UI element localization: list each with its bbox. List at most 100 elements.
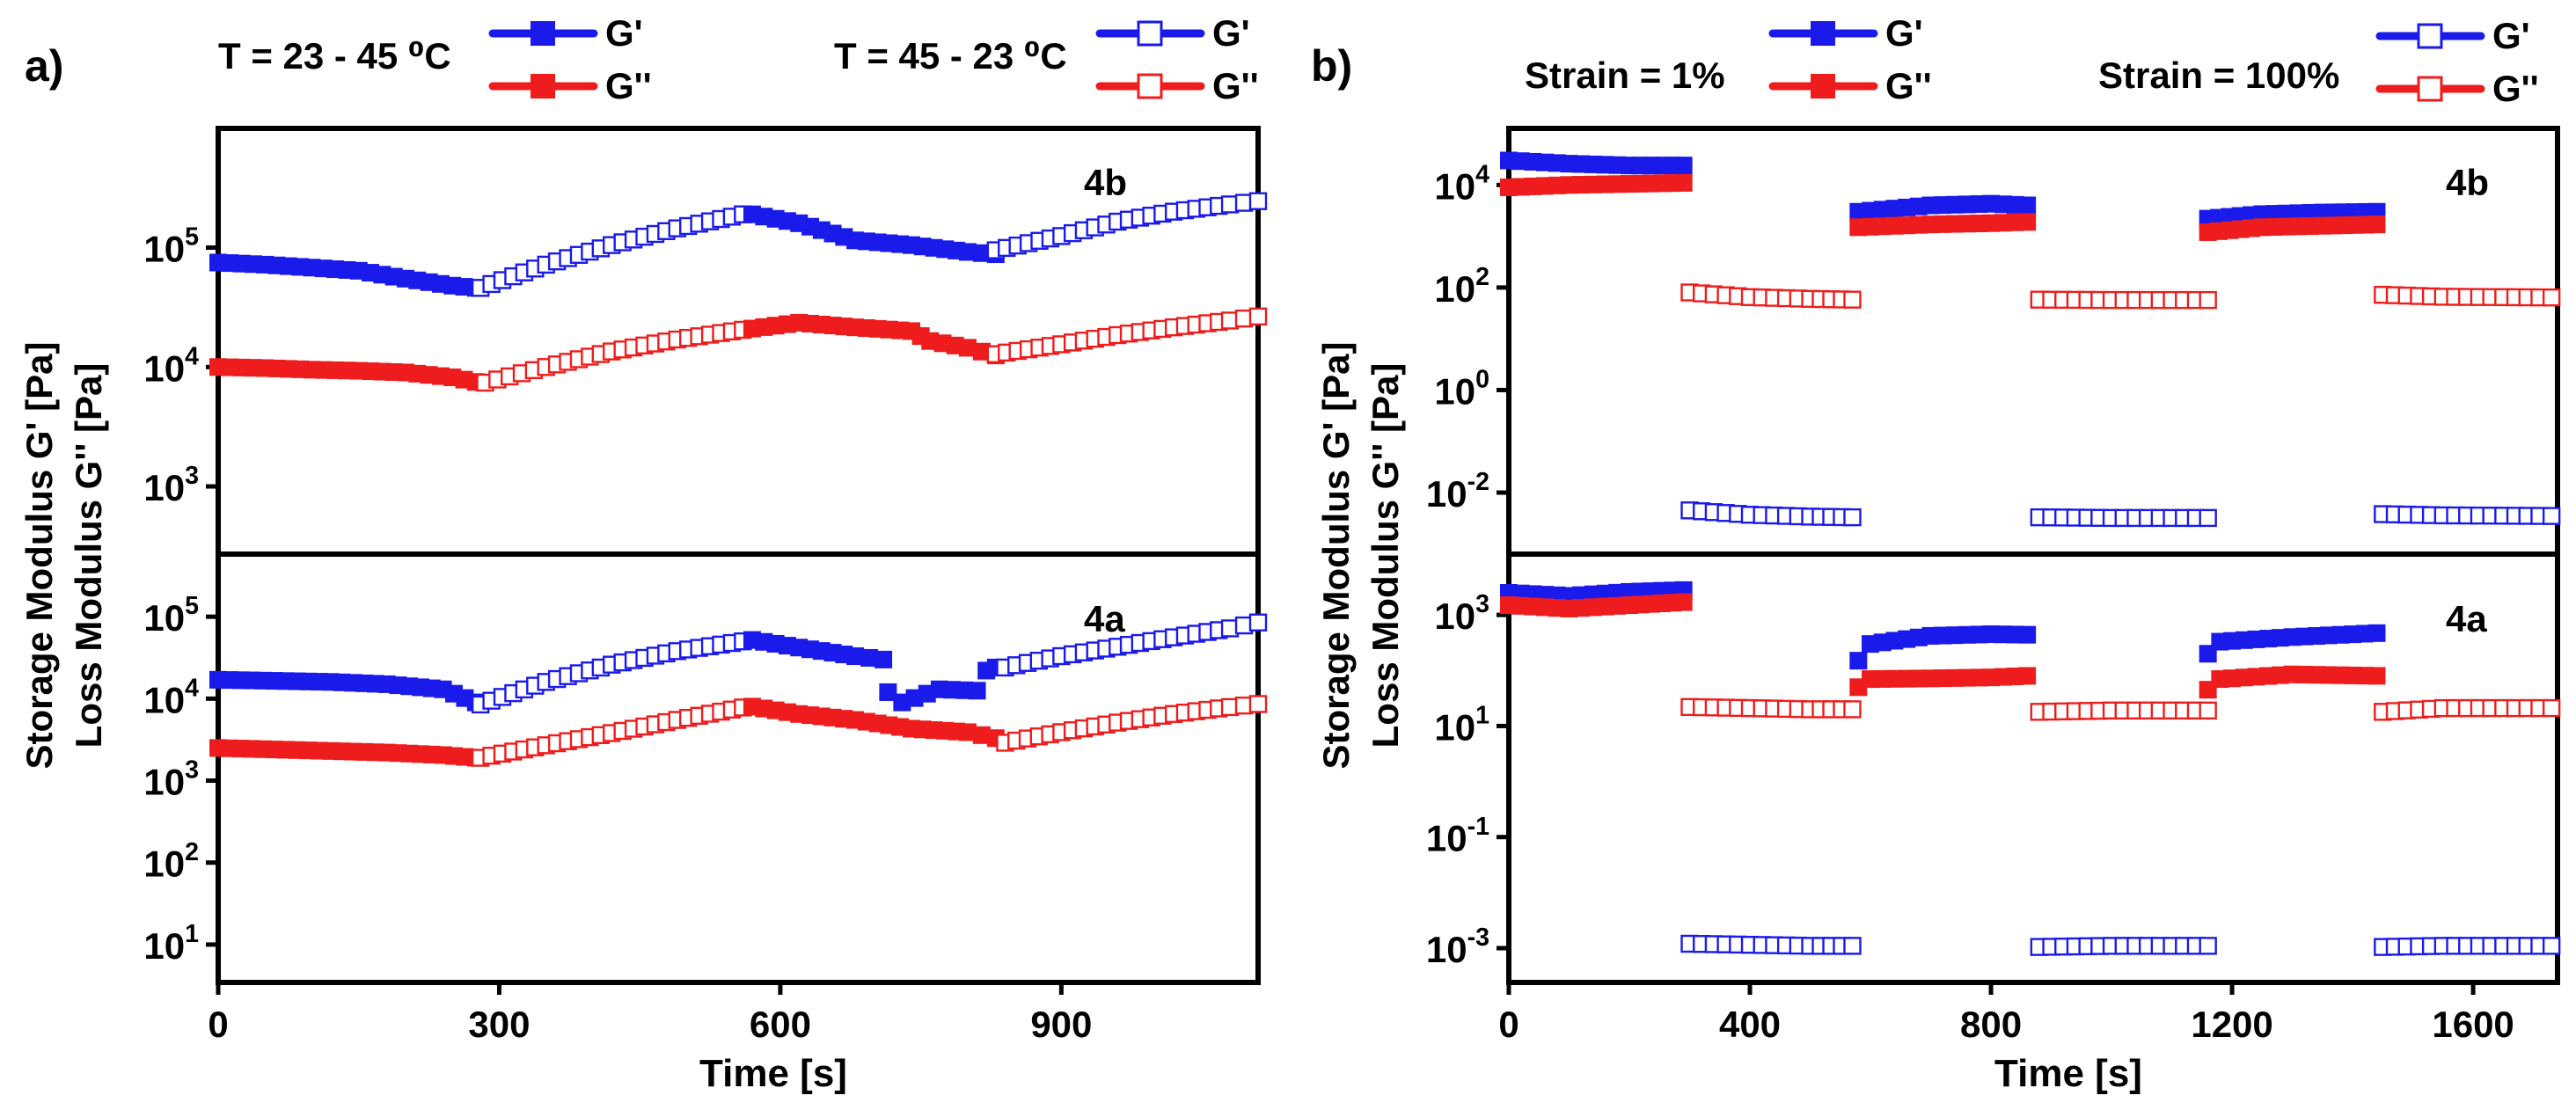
series-g-double-prime-open bbox=[476, 320, 752, 392]
panel-label: b) bbox=[1311, 41, 1352, 91]
series-g-prime-open bbox=[1680, 934, 1862, 955]
series-g-double-prime-open bbox=[986, 307, 1268, 363]
data-point bbox=[1248, 307, 1268, 326]
legend-left: T = 23 - 45 ⁰C G' G'' bbox=[218, 12, 652, 106]
series-g-prime-open bbox=[2374, 505, 2561, 525]
x-axis: 0 300 600 900 Time [s] bbox=[208, 982, 1092, 1095]
legend-marker bbox=[2417, 23, 2443, 49]
data-point bbox=[1843, 700, 1862, 719]
data-point bbox=[2542, 507, 2561, 525]
series-g-double-prime-open bbox=[2030, 701, 2217, 721]
legend-right: T = 45 - 23 ⁰C G' G'' bbox=[834, 12, 1259, 106]
legend-item-label: G'' bbox=[1885, 65, 1932, 106]
data-point bbox=[875, 650, 893, 668]
series-g-double-prime-open bbox=[471, 698, 752, 767]
data-point bbox=[1843, 290, 1862, 309]
data-point bbox=[968, 682, 986, 700]
series-g-double-prime-filled bbox=[2199, 665, 2386, 699]
data-point bbox=[2018, 196, 2037, 215]
data-point bbox=[972, 244, 991, 262]
data-point bbox=[1248, 695, 1268, 713]
data-point bbox=[860, 648, 879, 667]
x-tick-label: 600 bbox=[750, 1004, 811, 1045]
series-g-prime-open bbox=[986, 192, 1268, 259]
subplot-label: 4a bbox=[2446, 598, 2487, 639]
y-tick-label: 105 bbox=[143, 223, 199, 270]
subplot-label: 4b bbox=[2446, 162, 2489, 203]
y-tick-label: 101 bbox=[1434, 702, 1489, 749]
series-g-double-prime-filled bbox=[1849, 213, 2037, 237]
y-tick-label: 103 bbox=[1434, 590, 1489, 637]
y-tick-label: 103 bbox=[143, 462, 199, 508]
data-point bbox=[2542, 698, 2561, 718]
data-point bbox=[2018, 213, 2037, 231]
series-g-double-prime-filled bbox=[209, 358, 485, 391]
x-tick-label: 400 bbox=[1719, 1004, 1781, 1045]
x-tick-label: 0 bbox=[1498, 1004, 1519, 1045]
series-g-prime-filled bbox=[209, 253, 485, 297]
x-axis-label: Time [s] bbox=[699, 1052, 847, 1095]
series-g-prime-filled bbox=[1849, 194, 2037, 221]
data-point bbox=[2018, 667, 2037, 685]
y-tick-label: 103 bbox=[143, 756, 199, 803]
series-g-prime-filled bbox=[1500, 151, 1693, 175]
subplot-4b: 105 104 103 4b bbox=[143, 162, 1268, 508]
series-g-double-prime-filled bbox=[1500, 173, 1693, 196]
y-tick-label: 104 bbox=[143, 674, 199, 720]
data-point bbox=[846, 647, 865, 666]
y-tick-label: 10-1 bbox=[1426, 813, 1489, 859]
data-point bbox=[2367, 624, 2386, 642]
series-g-double-prime-filled bbox=[1500, 593, 1693, 617]
y-axis-label-loss: Loss Modulus G'' [Pa] bbox=[68, 363, 109, 749]
y-tick-label: 104 bbox=[1434, 160, 1489, 207]
legend-item-label: G' bbox=[1212, 12, 1250, 54]
series-g-prime-filled bbox=[2199, 624, 2386, 663]
x-axis: 0 400 800 1200 1600 Time [s] bbox=[1498, 982, 2514, 1095]
series-g-prime-filled bbox=[743, 205, 1005, 264]
series-g-double-prime-filled bbox=[743, 697, 1005, 748]
series-g-double-prime-open bbox=[2374, 698, 2561, 721]
panel-a: a) T = 23 - 45 ⁰C G' G'' T = 45 - 23 ⁰C G' G''… bbox=[18, 12, 1268, 1095]
x-axis-label: Time [s] bbox=[1994, 1052, 2142, 1095]
data-point bbox=[1843, 937, 1862, 955]
legend-right: Strain = 100% G' G'' bbox=[2098, 15, 2539, 109]
data-point bbox=[2199, 701, 2217, 720]
series-g-prime-open bbox=[2030, 508, 2217, 528]
y-tick-label: 105 bbox=[143, 592, 199, 639]
series-g-double-prime-filled bbox=[2199, 215, 2386, 241]
data-point bbox=[2199, 937, 2217, 955]
data-point bbox=[958, 339, 977, 357]
data-point bbox=[1248, 613, 1268, 632]
data-point bbox=[2367, 215, 2386, 234]
legend-item-label: G' bbox=[2492, 15, 2530, 56]
y-tick-label: 10-2 bbox=[1426, 468, 1489, 515]
legend-item-label: G'' bbox=[2492, 68, 2539, 109]
data-point bbox=[972, 342, 991, 361]
y-tick-label: 102 bbox=[1434, 263, 1489, 310]
data-point bbox=[2542, 288, 2561, 307]
legend-title: Strain = 1% bbox=[1525, 55, 1725, 96]
legend-left: Strain = 1% G' G'' bbox=[1525, 12, 1932, 106]
data-point bbox=[958, 243, 977, 261]
series-g-double-prime-filled bbox=[209, 739, 485, 767]
data-point bbox=[1674, 157, 1693, 175]
y-tick-label: 10-3 bbox=[1426, 924, 1489, 970]
series-g-double-prime-open bbox=[2030, 290, 2217, 310]
data-point bbox=[1674, 593, 1693, 611]
data-point bbox=[1849, 652, 1868, 670]
panel-label: a) bbox=[25, 41, 63, 91]
series-g-double-prime-open bbox=[1680, 697, 1862, 719]
series-g-prime-open bbox=[471, 205, 752, 297]
series-g-prime-filled bbox=[209, 670, 485, 712]
data-point bbox=[2018, 625, 2037, 644]
legend-marker bbox=[531, 21, 555, 46]
series-g-prime-open bbox=[2374, 937, 2561, 956]
y-tick-label: 101 bbox=[143, 920, 199, 967]
data-point bbox=[1674, 173, 1693, 192]
subplot-4a: 103 101 10-1 10-3 4a bbox=[1426, 581, 2561, 970]
data-point bbox=[1248, 192, 1268, 210]
y-tick-label: 102 bbox=[143, 838, 199, 885]
x-tick-label: 1600 bbox=[2432, 1004, 2514, 1045]
series-g-double-prime-open bbox=[1680, 283, 1862, 309]
